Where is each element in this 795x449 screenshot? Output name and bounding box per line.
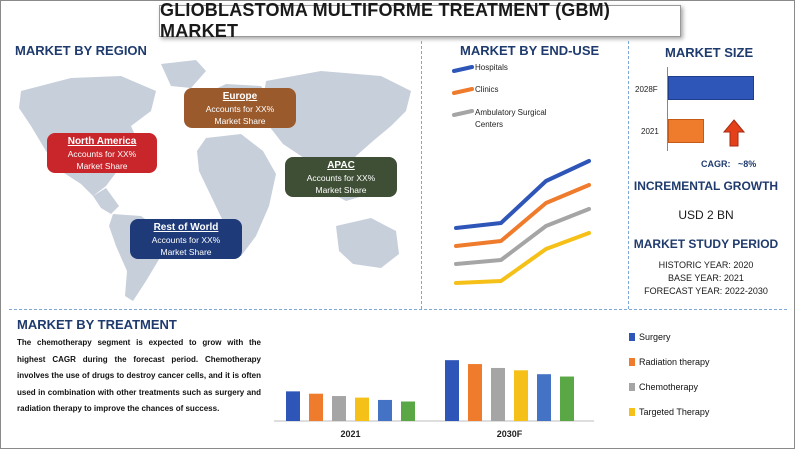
- greenland-shape: [161, 60, 206, 88]
- region-heading: MARKET BY REGION: [15, 43, 147, 58]
- bar-2021-2: [332, 396, 346, 421]
- bar-2030F-5: [560, 376, 574, 421]
- central-america-shape: [93, 188, 119, 214]
- region-share-line2: Market Share: [315, 185, 367, 195]
- legend-marker-hospitals: [452, 65, 474, 73]
- trend-line-clinics: [454, 183, 591, 248]
- size-axis: [667, 67, 668, 151]
- region-name: Europe: [222, 91, 258, 102]
- region-europe: Europe Accounts for XX% Market Share: [184, 88, 296, 128]
- legend-swatch: [629, 383, 635, 391]
- treatment-legend-targeted: Targeted Therapy: [629, 407, 709, 417]
- end-use-legend-clinics: Clinics: [475, 85, 499, 94]
- forecast-year: FORECAST YEAR: 2022-2030: [644, 286, 768, 296]
- treatment-bar-chart: 2021 2030F: [274, 360, 594, 439]
- region-share-line2: Market Share: [160, 247, 212, 257]
- legend-swatch: [629, 408, 635, 416]
- end-use-legend-markers: [452, 65, 474, 117]
- bar-2030F-4: [537, 374, 551, 421]
- region-share-line2: Market Share: [214, 116, 266, 126]
- divider: [628, 41, 629, 309]
- legend-marker-clinics: [452, 87, 474, 95]
- region-share-line1: Accounts for XX%: [151, 235, 221, 245]
- size-bar-2028: [668, 76, 754, 100]
- region-name: Rest of World: [153, 222, 219, 233]
- end-use-heading: MARKET BY END-USE: [460, 43, 600, 58]
- end-use-legend-hospitals: Hospitals: [475, 63, 508, 72]
- region-north-america: North America Accounts for XX% Market Sh…: [47, 133, 157, 173]
- incremental-heading: INCREMENTAL GROWTH: [633, 179, 779, 193]
- legend-label: Chemotherapy: [639, 382, 699, 392]
- growth-arrow-icon: [723, 119, 745, 147]
- bar-2030F-0: [445, 360, 459, 421]
- trend-line-fourth: [454, 231, 591, 285]
- trend-line-ambulatory: [454, 207, 591, 266]
- historic-year: HISTORIC YEAR: 2020: [658, 260, 754, 270]
- bar-2021-1: [309, 393, 323, 421]
- category-label: 2030F: [497, 429, 523, 439]
- trend-line-hospitals: [454, 159, 591, 230]
- incremental-value: USD 2 BN: [678, 208, 734, 222]
- title-box: GLIOBLASTOMA MULTIFORME TREATMENT (GBM) …: [159, 1, 681, 41]
- asia-shape: [263, 71, 411, 174]
- cagr-label: CAGR:: [701, 159, 731, 169]
- region-share-line1: Accounts for XX%: [205, 104, 275, 114]
- page-title: GLIOBLASTOMA MULTIFORME TREATMENT (GBM) …: [160, 0, 611, 41]
- divider: [421, 41, 422, 309]
- divider: [9, 309, 787, 310]
- legend-marker-ambulatory: [452, 109, 474, 117]
- legend-label: Surgery: [639, 332, 671, 342]
- market-size-heading: MARKET SIZE: [665, 45, 754, 60]
- category-label: 2021: [340, 429, 360, 439]
- legend-swatch: [629, 358, 635, 366]
- size-label-2028: 2028F: [635, 85, 658, 94]
- size-bar-2021: [668, 119, 704, 143]
- treatment-legend-surgery: Surgery: [629, 332, 671, 342]
- region-name: APAC: [327, 160, 355, 171]
- region-share-line1: Accounts for XX%: [306, 173, 376, 183]
- bar-2030F-2: [491, 367, 505, 421]
- legend-label: Targeted Therapy: [639, 407, 710, 417]
- study-period-heading: MARKET STUDY PERIOD: [633, 237, 779, 251]
- legend-swatch: [629, 333, 635, 341]
- end-use-trend-chart: [454, 159, 591, 285]
- treatment-legend-chemotherapy: Chemotherapy: [629, 382, 698, 392]
- region-share-line1: Accounts for XX%: [67, 149, 137, 159]
- treatment-heading: MARKET BY TREATMENT: [17, 317, 177, 332]
- region-rest-of-world: Rest of World Accounts for XX% Market Sh…: [130, 219, 242, 259]
- australia-shape: [336, 218, 399, 268]
- bar-2021-0: [286, 391, 300, 421]
- treatment-description: The chemotherapy segment is expected to …: [17, 338, 261, 413]
- bar-2021-4: [378, 399, 392, 421]
- legend-label: Radiation therapy: [639, 357, 710, 367]
- bar-2021-3: [355, 397, 369, 421]
- size-label-2021: 2021: [641, 127, 659, 136]
- region-apac: APAC Accounts for XX% Market Share: [285, 157, 397, 197]
- region-share-line2: Market Share: [76, 161, 128, 171]
- bar-2030F-3: [514, 370, 528, 421]
- treatment-legend-radiation: Radiation therapy: [629, 357, 710, 367]
- bar-2021-5: [401, 401, 415, 421]
- region-name: North America: [67, 136, 137, 147]
- bar-2030F-1: [468, 364, 482, 421]
- end-use-legend-ambulatory: Ambulatory Surgical Centers: [475, 108, 547, 129]
- cagr-value: ~8%: [738, 159, 757, 169]
- base-year: BASE YEAR: 2021: [668, 273, 744, 283]
- africa-shape: [197, 134, 276, 256]
